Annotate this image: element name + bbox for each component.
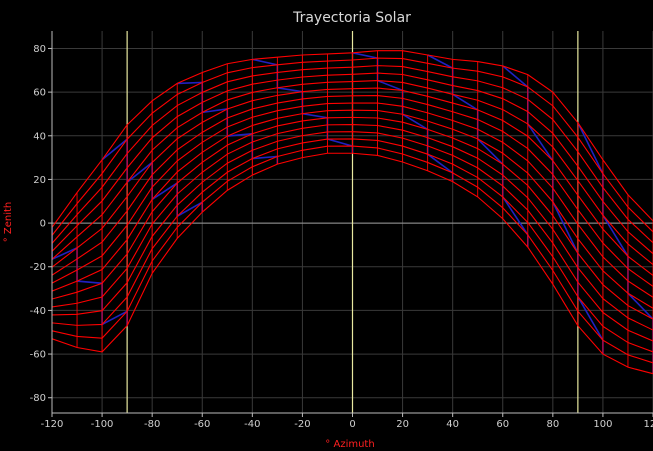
x-tick-label: 80 bbox=[546, 419, 559, 430]
y-tick-label: 80 bbox=[33, 44, 46, 55]
y-tick-label: 40 bbox=[33, 131, 46, 142]
y-tick-label: 20 bbox=[33, 175, 46, 186]
day-path bbox=[52, 152, 653, 375]
x-tick-label: 60 bbox=[496, 419, 509, 430]
plot-area bbox=[52, 50, 653, 375]
day-path bbox=[52, 94, 653, 287]
axes: -120 -100 -80 -60 -40 -20 0 20 40 60 80 100 120 -80 -6… bbox=[30, 31, 653, 430]
day-path bbox=[52, 50, 653, 228]
day-path bbox=[52, 57, 653, 236]
day-path bbox=[52, 87, 653, 276]
y-tick-label: -60 bbox=[30, 350, 46, 361]
y-tick-label: 60 bbox=[33, 88, 46, 99]
x-tick-label: -60 bbox=[194, 419, 210, 430]
day-path bbox=[52, 138, 653, 353]
day-path bbox=[52, 116, 653, 320]
y-axis-label: ° Zenith bbox=[3, 202, 14, 243]
chart-title: Trayectoria Solar bbox=[292, 10, 411, 26]
x-tick-label: -20 bbox=[294, 419, 310, 430]
x-tick-label: -120 bbox=[41, 419, 64, 430]
day-path bbox=[52, 102, 653, 298]
day-path bbox=[52, 72, 653, 255]
day-path bbox=[52, 131, 653, 342]
day-path bbox=[52, 65, 653, 244]
x-tick-label: 0 bbox=[349, 419, 355, 430]
day-path bbox=[52, 124, 653, 331]
day-path bbox=[52, 145, 653, 364]
x-tick-label: -100 bbox=[91, 419, 114, 430]
x-axis-label: ° Azimuth bbox=[325, 439, 374, 450]
y-tick-label: 0 bbox=[40, 219, 46, 230]
x-tick-label: -80 bbox=[144, 419, 160, 430]
y-tick-label: -20 bbox=[30, 262, 46, 273]
y-tick-label: -80 bbox=[30, 393, 46, 404]
x-tick-label: -40 bbox=[244, 419, 260, 430]
day-path bbox=[52, 80, 653, 265]
day-path bbox=[52, 109, 653, 309]
x-tick-label: 20 bbox=[396, 419, 409, 430]
x-tick-label: 120 bbox=[643, 419, 653, 430]
y-tick-label: -40 bbox=[30, 306, 46, 317]
x-tick-label: 100 bbox=[593, 419, 612, 430]
x-tick-label: 40 bbox=[446, 419, 459, 430]
